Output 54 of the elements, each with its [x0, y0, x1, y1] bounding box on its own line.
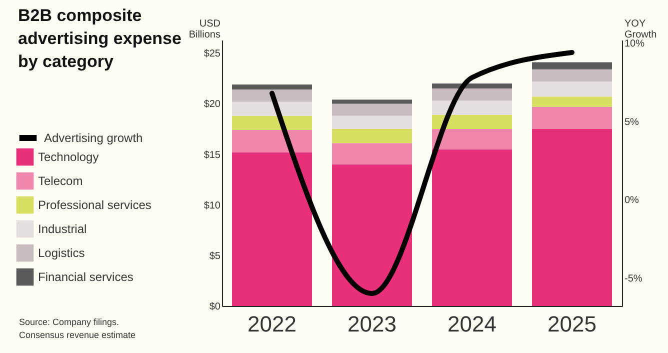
legend-label: Logistics	[38, 246, 85, 260]
text: advertising expense	[18, 29, 182, 48]
bar	[332, 104, 412, 116]
x-tick-label: 2022	[248, 312, 296, 336]
bar	[432, 129, 512, 150]
bar	[232, 84, 312, 90]
bar	[432, 88, 512, 101]
bar	[532, 81, 612, 97]
bar	[332, 116, 412, 130]
text: Billions	[188, 30, 220, 40]
bar	[232, 152, 312, 306]
text: Growth	[624, 30, 657, 40]
bar	[532, 62, 612, 70]
y-tick-label: $10	[204, 200, 221, 212]
legend-label: Industrial	[38, 222, 87, 236]
legend-label: Advertising growth	[44, 131, 143, 145]
x-tick-label: 2024	[448, 312, 496, 336]
bar	[332, 100, 412, 104]
y-tick-label: $15	[204, 150, 221, 161]
text: B2B composite	[18, 6, 142, 25]
text: USD	[199, 18, 220, 30]
bar	[532, 69, 612, 82]
bar	[332, 129, 412, 144]
source-note: Source: Company filings.	[19, 317, 120, 327]
y2-tick-label: 10%	[624, 38, 645, 50]
legend-label: Telecom	[38, 174, 83, 188]
legend-label: Technology	[38, 150, 99, 164]
bar	[232, 90, 312, 102]
bar	[232, 102, 312, 116]
y-tick-label: $20	[204, 99, 221, 110]
bar	[232, 130, 312, 152]
text: YOY	[624, 18, 646, 30]
bar	[532, 96, 612, 107]
y2-tick-label: 5%	[624, 116, 640, 128]
bar	[232, 116, 312, 130]
bar	[432, 149, 512, 306]
y-tick-label: $0	[209, 302, 221, 312]
bar	[532, 129, 612, 306]
y-tick-label: $5	[209, 250, 221, 262]
x-tick-label: 2025	[548, 312, 596, 336]
bar	[332, 164, 412, 306]
y-tick-label: $25	[204, 48, 221, 60]
bar	[532, 106, 612, 130]
y2-tick-label: 0%	[624, 195, 640, 206]
legend-label: Professional services	[38, 198, 152, 212]
y2-tick-label: -5%	[624, 273, 642, 284]
text: Consensus revenue estimate	[19, 330, 136, 340]
text: by category	[18, 52, 114, 71]
bar	[432, 83, 512, 89]
bar	[432, 100, 512, 115]
x-tick-label: 2023	[348, 312, 396, 336]
legend-label: Financial services	[38, 270, 134, 284]
bar	[432, 114, 512, 130]
bar	[332, 143, 412, 164]
